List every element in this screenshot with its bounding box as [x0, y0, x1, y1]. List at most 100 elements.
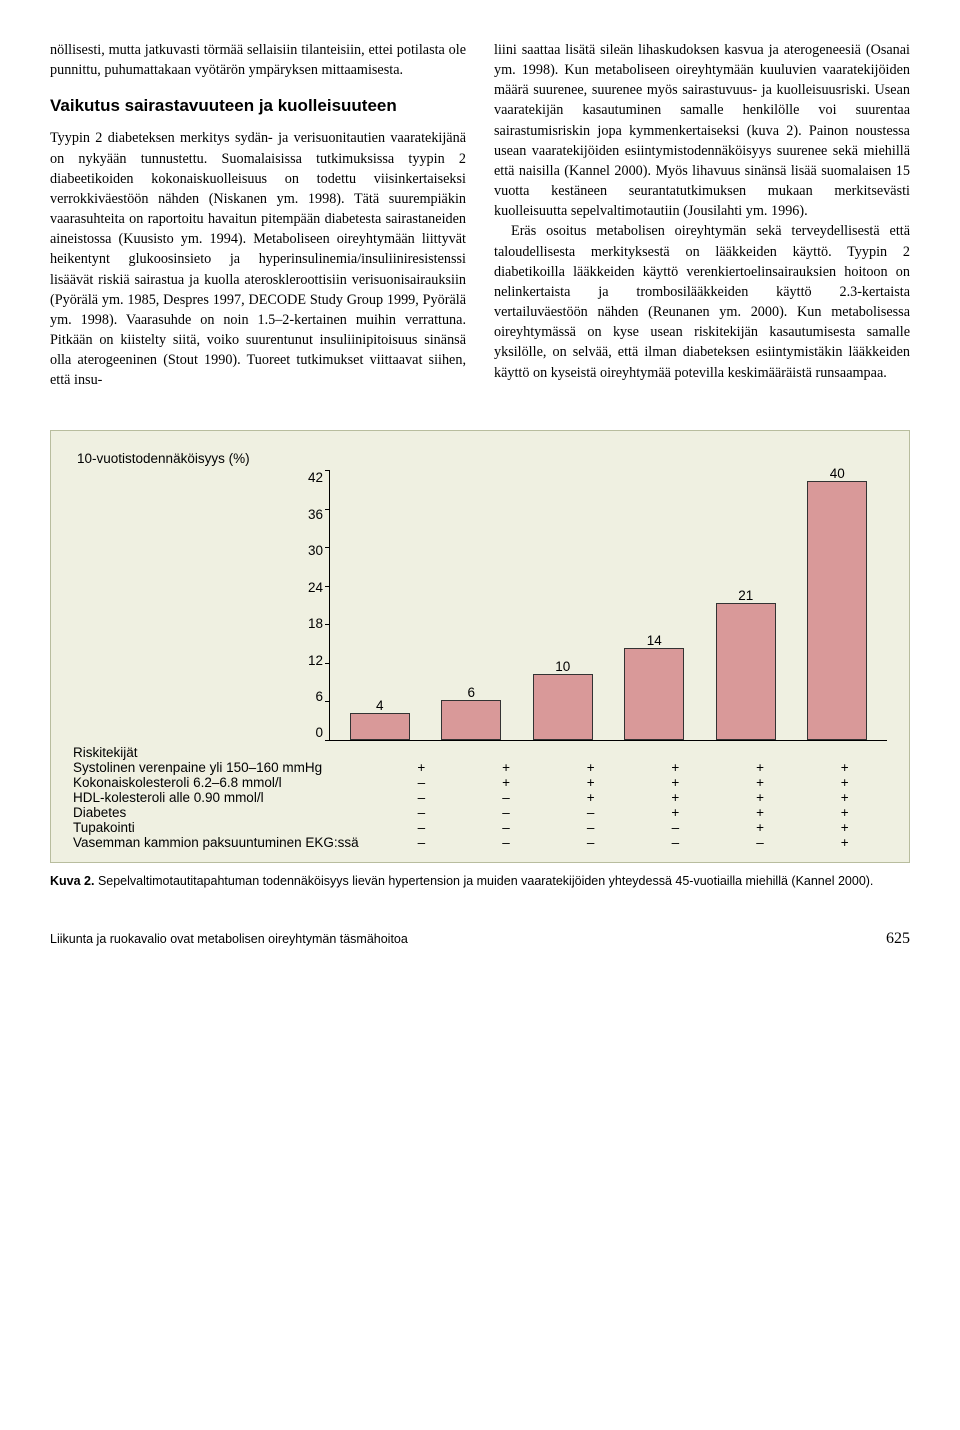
page-number: 625 [886, 930, 910, 948]
caption-text: Sepelvaltimotautitapahtuman todennäköisy… [94, 874, 873, 888]
chart-ylabel: 10-vuotistodennäköisyys (%) [77, 451, 887, 466]
para: nöllisesti, mutta jatkuvasti törmää sell… [50, 40, 466, 80]
risk-cell: + [633, 790, 718, 805]
y-tick-label: 6 [315, 689, 323, 704]
risk-row: ––++++ [379, 790, 887, 805]
risk-row: ––––++ [379, 820, 887, 835]
bar [807, 481, 867, 740]
risk-cell: + [718, 790, 803, 805]
risk-row-label: Tupakointi [73, 820, 379, 835]
risk-cell: + [718, 820, 803, 835]
risk-row-label: Systolinen verenpaine yli 150–160 mmHg [73, 760, 379, 775]
risk-cell: – [633, 835, 718, 850]
risk-cell: + [464, 760, 549, 775]
bar-value-label: 10 [517, 659, 609, 674]
bar-slot: 14 [609, 470, 701, 740]
y-tick-label: 0 [315, 725, 323, 740]
bar [716, 603, 776, 740]
risk-cell: + [718, 805, 803, 820]
y-tick [325, 586, 330, 587]
bar-slot: 4 [334, 470, 426, 740]
caption-bold: Kuva 2. [50, 874, 94, 888]
y-tick-label: 24 [308, 580, 323, 595]
y-tick [325, 740, 330, 741]
bar-slot: 10 [517, 470, 609, 740]
risk-row-label: Kokonaiskolesteroli 6.2–6.8 mmol/l [73, 775, 379, 790]
risk-cell: + [464, 775, 549, 790]
risk-row: –––+++ [379, 805, 887, 820]
footer-title: Liikunta ja ruokavalio ovat metabolisen … [50, 932, 408, 946]
y-tick [325, 701, 330, 702]
col-left: nöllisesti, mutta jatkuvasti törmää sell… [50, 40, 466, 390]
risk-cell: + [718, 775, 803, 790]
risk-cell: – [379, 820, 464, 835]
figure-2: 10-vuotistodennäköisyys (%) 42 36 30 24 18 12… [50, 430, 910, 863]
risk-cell: + [802, 820, 887, 835]
bar-value-label: 21 [700, 588, 792, 603]
bar [350, 713, 410, 741]
page-footer: Liikunta ja ruokavalio ovat metabolisen … [50, 930, 910, 948]
risk-cell: – [379, 790, 464, 805]
bar-value-label: 4 [334, 698, 426, 713]
risk-cell: + [802, 775, 887, 790]
bar [441, 700, 501, 741]
y-tick-label: 12 [308, 653, 323, 668]
risk-cell: + [633, 775, 718, 790]
risk-cell: – [379, 805, 464, 820]
bar [533, 674, 593, 740]
risk-cell: + [633, 760, 718, 775]
section-heading: Vaikutus sairastavuuteen ja kuolleisuute… [50, 94, 466, 118]
bar-slot: 21 [700, 470, 792, 740]
risk-grid: ++++++–+++++––++++–––+++––––++–––––+ [379, 745, 887, 850]
risk-cell: + [802, 760, 887, 775]
risk-cell: + [379, 760, 464, 775]
risk-cell: – [464, 805, 549, 820]
risk-row: –––––+ [379, 835, 887, 850]
y-axis: 42 36 30 24 18 12 6 0 [73, 470, 329, 740]
risk-cell: – [379, 835, 464, 850]
risk-cell: + [802, 835, 887, 850]
y-tick [325, 624, 330, 625]
risk-cell: + [802, 790, 887, 805]
risk-cell: + [548, 790, 633, 805]
bar-value-label: 40 [792, 466, 884, 481]
bar [624, 648, 684, 740]
chart-area: 46 10142140 [329, 470, 887, 741]
risk-cell: – [464, 820, 549, 835]
risk-cell: + [802, 805, 887, 820]
bar-value-label: 6 [426, 685, 518, 700]
risk-cell: + [718, 760, 803, 775]
chart-row: 42 36 30 24 18 12 6 0 46 10142140 [73, 470, 887, 741]
y-tick-label: 36 [308, 507, 323, 522]
y-tick [325, 663, 330, 664]
risk-cell: – [548, 805, 633, 820]
para: liini saattaa lisätä sileän lihaskudokse… [494, 40, 910, 221]
risk-cell: + [548, 760, 633, 775]
risk-row: ++++++ [379, 760, 887, 775]
risk-cell: – [633, 820, 718, 835]
risk-header: Riskitekijät [73, 745, 379, 760]
risk-cell: – [548, 820, 633, 835]
risk-row-label: Diabetes [73, 805, 379, 820]
risk-cell: – [379, 775, 464, 790]
risk-cell: + [548, 775, 633, 790]
risk-cell: + [633, 805, 718, 820]
risk-row-label: HDL-kolesteroli alle 0.90 mmol/l [73, 790, 379, 805]
bar-slot: 40 [792, 470, 884, 740]
bar-slot: 6 [426, 470, 518, 740]
y-tick [325, 470, 330, 471]
para: Eräs osoitus metabolisen oireyhtymän sek… [494, 221, 910, 382]
y-tick-label: 18 [308, 616, 323, 631]
y-tick [325, 509, 330, 510]
para: Tyypin 2 diabeteksen merkitys sydän- ja … [50, 128, 466, 390]
risk-labels: RiskitekijätSystolinen verenpaine yli 15… [73, 745, 379, 850]
risk-table: RiskitekijätSystolinen verenpaine yli 15… [73, 745, 887, 850]
risk-cell: – [718, 835, 803, 850]
text-columns: nöllisesti, mutta jatkuvasti törmää sell… [50, 40, 910, 390]
col-right: liini saattaa lisätä sileän lihaskudokse… [494, 40, 910, 390]
y-tick-label: 30 [308, 543, 323, 558]
risk-cell: – [464, 835, 549, 850]
y-tick-label: 42 [308, 470, 323, 485]
y-tick [325, 547, 330, 548]
risk-row-label: Vasemman kammion paksuuntuminen EKG:ssä [73, 835, 379, 850]
